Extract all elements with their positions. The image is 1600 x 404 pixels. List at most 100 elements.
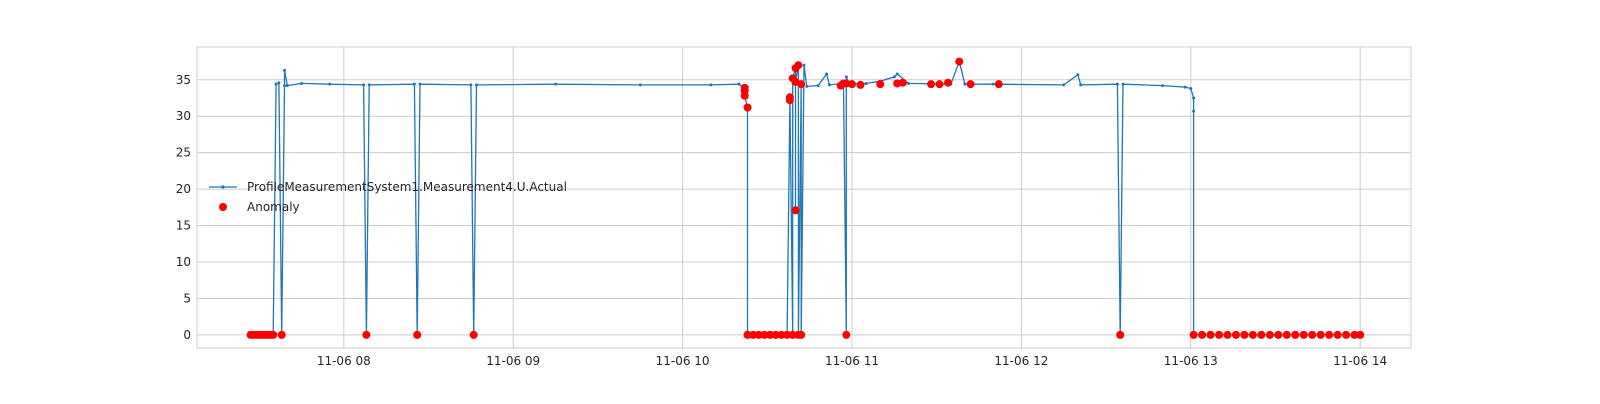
anomaly-point xyxy=(1257,330,1266,339)
series-point xyxy=(475,83,479,87)
anomaly-point xyxy=(1333,330,1342,339)
anomaly-point xyxy=(469,330,478,339)
series-point xyxy=(709,83,713,87)
anomaly-point xyxy=(1206,330,1215,339)
series-point xyxy=(469,83,473,87)
series-point xyxy=(892,75,896,79)
legend: ProfileMeasurementSystem1.Measurement4.U… xyxy=(209,180,567,214)
x-tick-label: 11-06 09 xyxy=(486,354,540,368)
legend-series-label: ProfileMeasurementSystem1.Measurement4.U… xyxy=(247,180,567,194)
series-point xyxy=(1192,109,1196,113)
anomaly-point xyxy=(898,78,907,87)
series-point xyxy=(1183,85,1187,89)
anomaly-point xyxy=(740,91,749,100)
anomaly-point xyxy=(856,80,865,89)
plot-frame xyxy=(196,46,1412,349)
anomaly-point xyxy=(413,330,422,339)
anomaly-point xyxy=(966,80,975,89)
legend-series-marker-swatch xyxy=(221,185,225,189)
series-point xyxy=(802,63,806,67)
anomaly-point xyxy=(743,103,752,112)
series-point xyxy=(1121,82,1125,86)
anomaly-point xyxy=(847,80,856,89)
series-point xyxy=(963,82,967,86)
series-point xyxy=(895,72,899,76)
anomaly-point xyxy=(842,330,851,339)
series-point xyxy=(412,82,416,86)
anomaly-point xyxy=(797,80,806,89)
x-axis-ticks: 11-06 08 11-06 09 11-06 10 11-06 11 11-06 12… xyxy=(317,354,1387,368)
anomaly-point xyxy=(994,80,1003,89)
anomaly-point xyxy=(1282,330,1291,339)
anomaly-point xyxy=(362,330,371,339)
series-point xyxy=(283,68,287,72)
series-point xyxy=(827,83,831,87)
series-point xyxy=(825,72,829,76)
series-point xyxy=(277,81,281,85)
x-tick-label: 11-06 14 xyxy=(1333,354,1387,368)
series-point xyxy=(299,81,303,85)
series-point xyxy=(737,82,741,86)
series-point xyxy=(991,82,995,86)
series-point xyxy=(1062,83,1066,87)
anomaly-point xyxy=(743,330,752,339)
anomaly-point xyxy=(1248,330,1257,339)
series-point xyxy=(1161,84,1165,88)
anomaly-point xyxy=(1342,330,1351,339)
series-point xyxy=(362,83,366,87)
series-point xyxy=(285,84,289,88)
anomaly-point xyxy=(771,330,780,339)
anomaly-point xyxy=(1198,330,1207,339)
anomaly-point xyxy=(788,330,797,339)
x-tick-label: 11-06 08 xyxy=(317,354,371,368)
legend-anomaly-swatch xyxy=(219,203,227,211)
y-tick-label: 0 xyxy=(183,328,191,342)
anomaly-point xyxy=(927,80,936,89)
anomaly-point xyxy=(1308,330,1317,339)
series-point xyxy=(367,83,371,87)
series-point xyxy=(1076,73,1080,77)
series-point xyxy=(418,82,422,86)
series-point xyxy=(844,75,848,79)
y-tick-label: 20 xyxy=(176,182,191,196)
anomaly-point xyxy=(754,330,763,339)
anomaly-point xyxy=(791,206,800,215)
x-tick-label: 11-06 12 xyxy=(994,354,1048,368)
anomaly-point xyxy=(1223,330,1232,339)
series-point xyxy=(816,84,820,88)
series-point xyxy=(864,81,868,85)
anomaly-point xyxy=(1350,330,1359,339)
legend-anomaly-label: Anomaly xyxy=(247,200,300,214)
series-point xyxy=(1115,82,1119,86)
x-tick-label: 11-06 13 xyxy=(1164,354,1218,368)
anomaly-point xyxy=(794,61,803,70)
anomaly-point xyxy=(785,93,794,102)
y-tick-label: 15 xyxy=(176,219,191,233)
anomaly-point xyxy=(1274,330,1283,339)
anomaly-point xyxy=(269,330,278,339)
anomaly-point xyxy=(277,330,286,339)
anomaly-point xyxy=(1116,330,1125,339)
anomaly-point xyxy=(935,80,944,89)
y-tick-label: 5 xyxy=(183,291,191,305)
y-tick-label: 35 xyxy=(176,73,191,87)
y-tick-label: 30 xyxy=(176,109,191,123)
anomaly-point xyxy=(1316,330,1325,339)
series-point xyxy=(906,81,910,85)
series-point xyxy=(805,84,809,88)
x-tick-label: 11-06 10 xyxy=(656,354,710,368)
anomaly-point xyxy=(1325,330,1334,339)
series-point xyxy=(554,82,558,86)
anomaly-point xyxy=(1240,330,1249,339)
anomaly-point xyxy=(1291,330,1300,339)
series-point xyxy=(328,82,332,86)
y-axis-ticks: 0 5 10 15 20 25 30 35 xyxy=(176,73,191,342)
anomaly-point xyxy=(783,330,792,339)
anomaly-point xyxy=(1265,330,1274,339)
anomaly-point xyxy=(797,330,806,339)
anomaly-point xyxy=(955,57,964,66)
anomaly-point xyxy=(1215,330,1224,339)
anomaly-point xyxy=(876,80,885,89)
anomaly-point xyxy=(1231,330,1240,339)
